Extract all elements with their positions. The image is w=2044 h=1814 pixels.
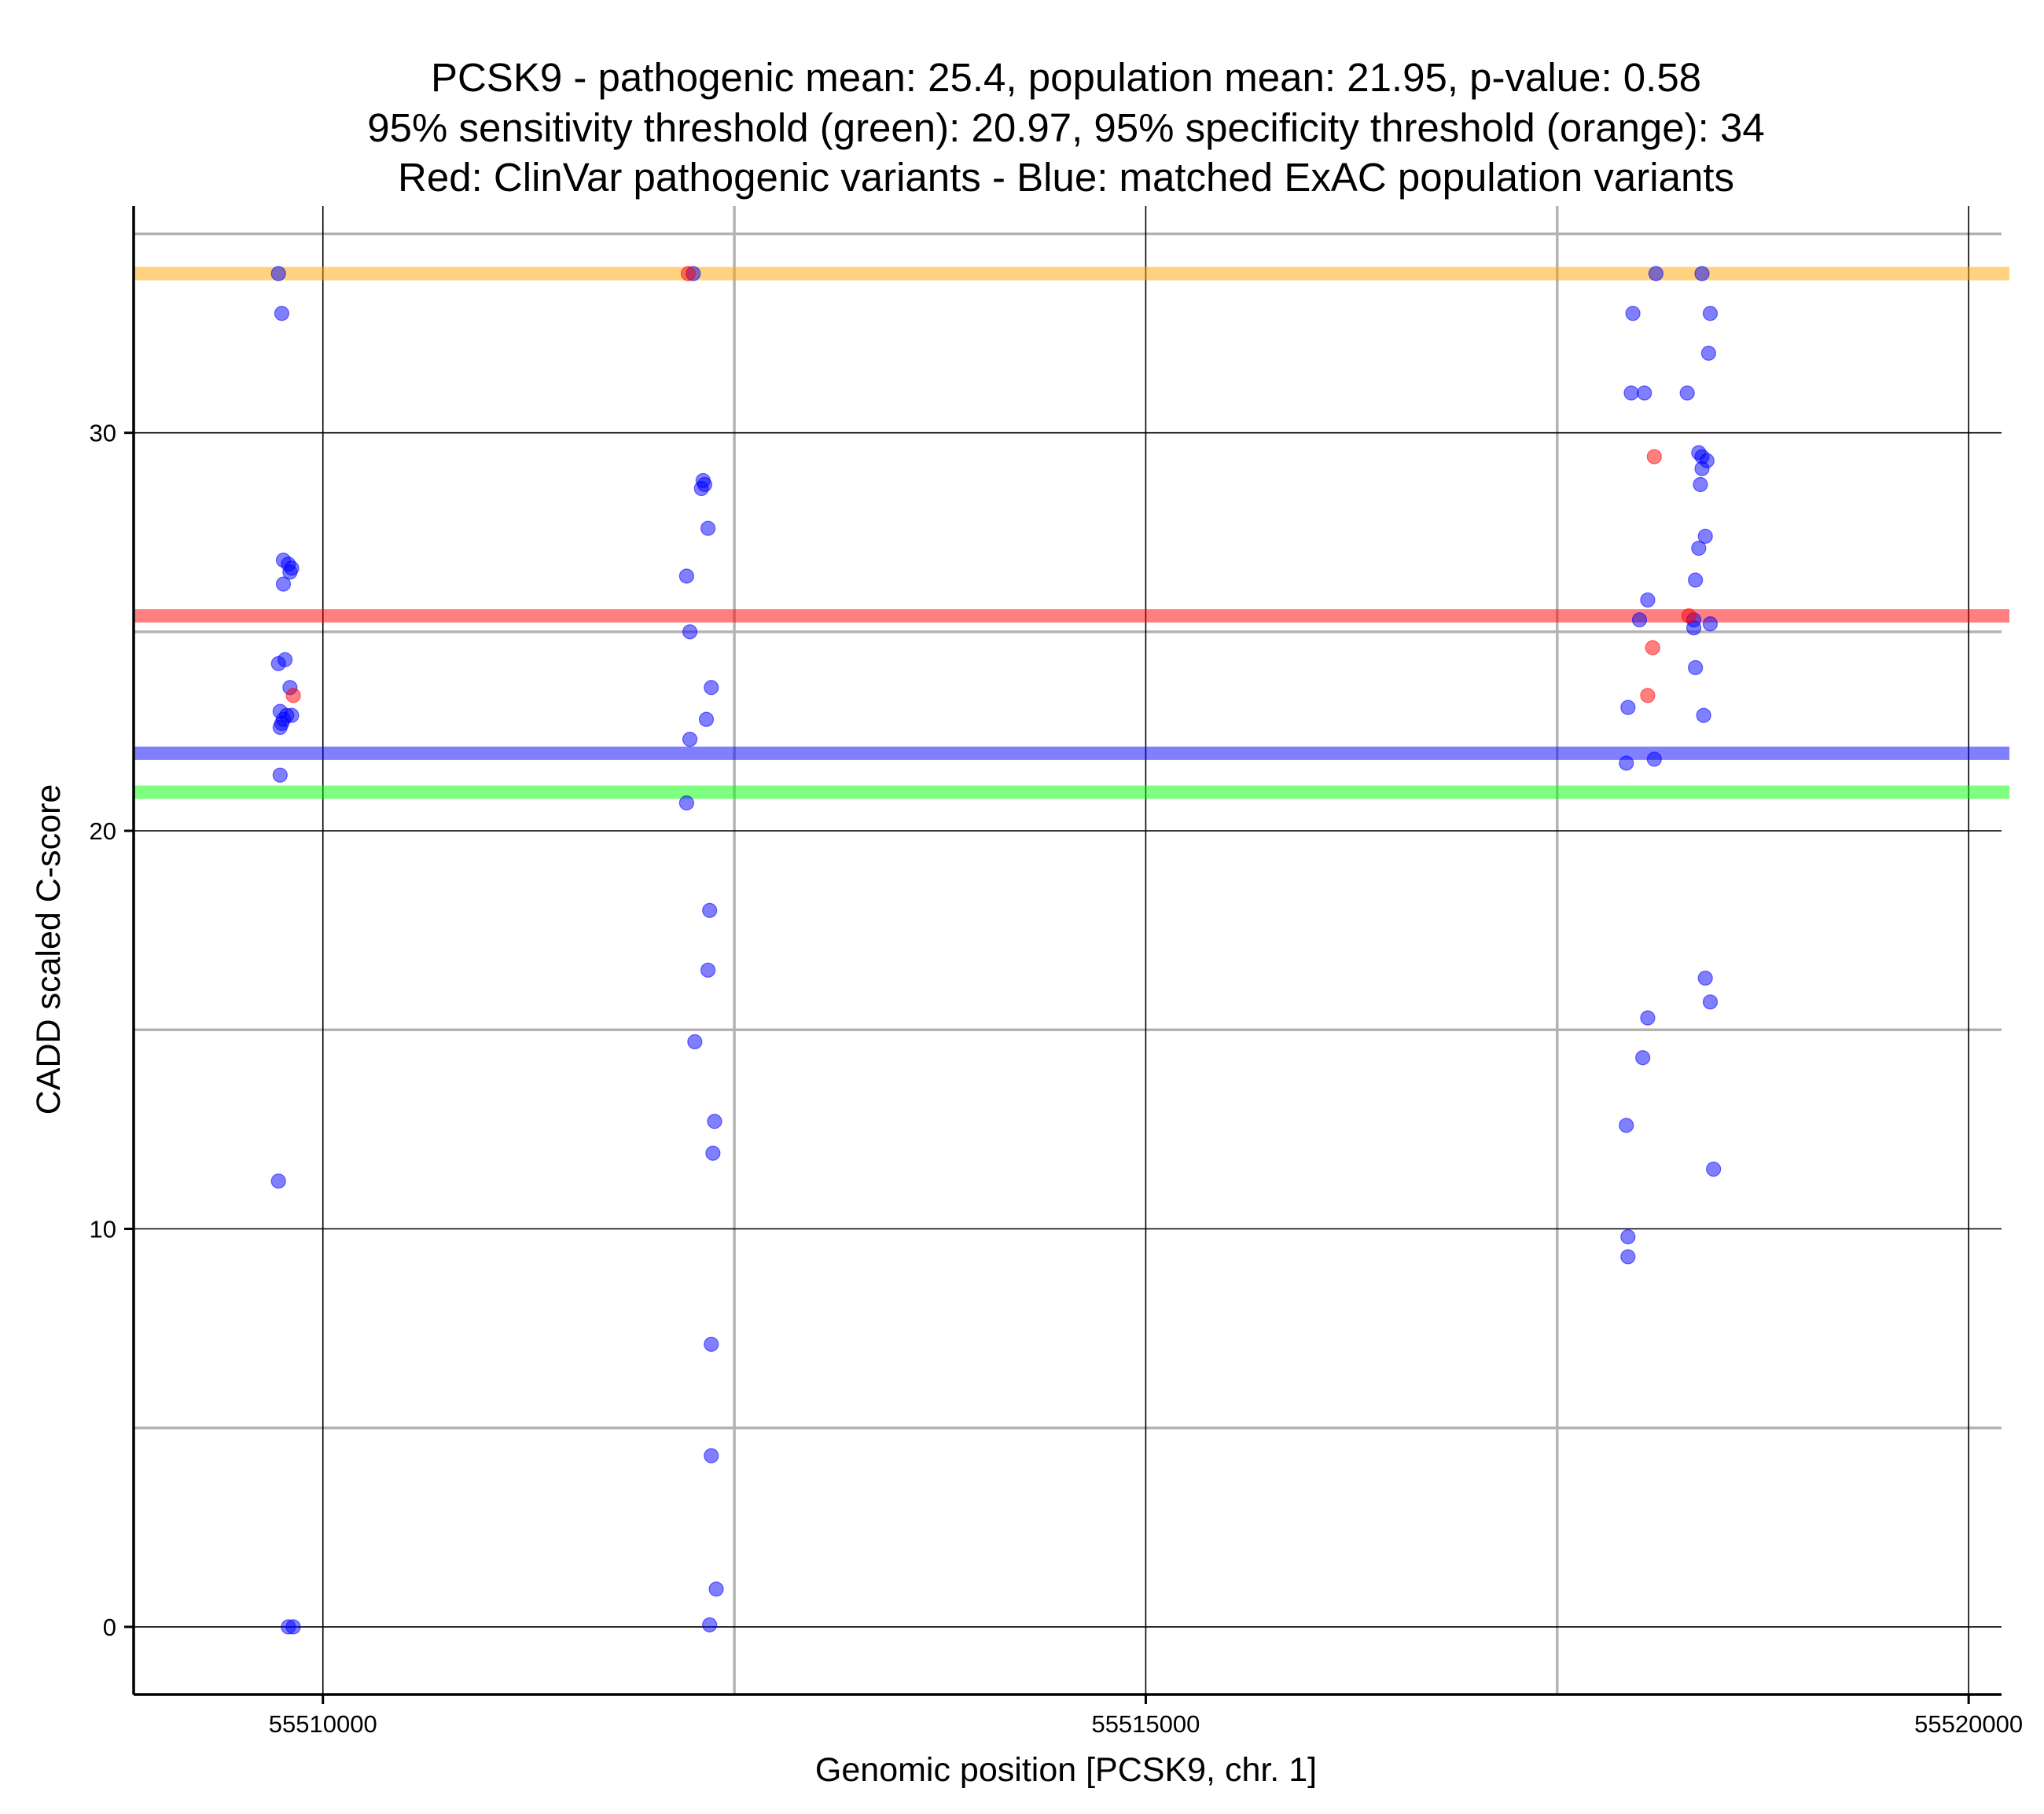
population-point: [270, 1173, 286, 1189]
y-tick-label: 0: [103, 1614, 116, 1641]
population-point: [704, 680, 719, 696]
population-point: [1620, 1229, 1636, 1245]
y-tick-label: 10: [90, 1215, 116, 1243]
population-point: [1702, 616, 1719, 632]
population-point: [1688, 572, 1704, 588]
population-point: [682, 624, 698, 640]
population-point: [700, 520, 716, 536]
minor-grid: [134, 206, 2002, 1695]
title-line-2: 95% sensitivity threshold (green): 20.97…: [367, 105, 1764, 150]
population-point: [274, 306, 290, 321]
population-point: [687, 1034, 703, 1050]
population-point: [270, 266, 286, 281]
population-point: [277, 652, 293, 667]
population-point: [1619, 755, 1634, 771]
x-tick-label: 55510000: [269, 1710, 377, 1738]
population-point: [1620, 1249, 1636, 1265]
pathogenic-point: [1645, 640, 1660, 655]
population-point: [678, 568, 694, 584]
title-line-1: PCSK9 - pathogenic mean: 25.4, populatio…: [431, 55, 1701, 100]
population-point: [1697, 970, 1713, 986]
x-tick-label: 55515000: [1091, 1710, 1200, 1738]
y-axis-title: CADD scaled C-score: [30, 784, 68, 1115]
population-point: [1702, 994, 1719, 1010]
population-point: [275, 576, 292, 592]
population-point: [274, 715, 290, 731]
population-point: [1640, 1010, 1656, 1026]
population-point: [1697, 528, 1713, 544]
population-point: [1637, 385, 1652, 401]
population-point: [705, 1145, 721, 1161]
pathogenic-point: [680, 266, 697, 281]
population-point: [702, 1617, 718, 1632]
population-point: [708, 1581, 724, 1597]
population-point: [697, 476, 713, 493]
y-tick-label: 20: [90, 817, 116, 845]
population-point: [702, 902, 718, 918]
population-point: [1623, 385, 1639, 401]
population-point: [1706, 1161, 1722, 1177]
population-point: [284, 560, 300, 576]
population-point: [1694, 461, 1710, 476]
population-point: [1625, 306, 1641, 321]
population-point: [1693, 476, 1708, 493]
data-points: [270, 266, 1722, 1635]
population-point: [707, 1114, 722, 1129]
population-point: [1631, 612, 1648, 628]
pathogenic-point: [285, 688, 301, 703]
population-point: [1700, 345, 1716, 361]
population-point: [704, 1448, 719, 1463]
population-point: [1620, 700, 1636, 715]
population-point: [284, 707, 300, 723]
axes: [124, 206, 2002, 1704]
population-point: [272, 767, 288, 783]
pathogenic-point: [1681, 608, 1697, 624]
x-tick-label: 55520000: [1914, 1710, 2023, 1738]
y-tick-label: 30: [90, 420, 116, 447]
title-line-3: Red: ClinVar pathogenic variants - Blue:…: [398, 155, 1734, 200]
population-point: [1619, 1118, 1634, 1133]
population-point: [1679, 385, 1695, 401]
population-point: [1688, 659, 1704, 676]
population-point: [698, 711, 715, 727]
population-point: [704, 1336, 719, 1352]
population-point: [1646, 751, 1662, 767]
population-point: [1691, 540, 1707, 556]
population-point: [700, 962, 716, 978]
major-grid: [134, 206, 2002, 1695]
population-point: [1696, 707, 1711, 723]
threshold-lines: [134, 266, 2009, 799]
population-point: [1648, 266, 1664, 281]
population-point: [1640, 592, 1656, 608]
x-axis-title: Genomic position [PCSK9, chr. 1]: [815, 1751, 1317, 1789]
pathogenic-point: [1646, 449, 1662, 465]
population-point: [678, 795, 694, 811]
population-point: [682, 731, 698, 747]
population-point: [1694, 266, 1710, 281]
population-point: [285, 1619, 301, 1635]
population-point: [1635, 1050, 1651, 1066]
tick-labels: 55510000555150005552000055525000102030: [90, 420, 2024, 1738]
population-point: [1702, 306, 1719, 321]
pathogenic-point: [1640, 688, 1656, 703]
